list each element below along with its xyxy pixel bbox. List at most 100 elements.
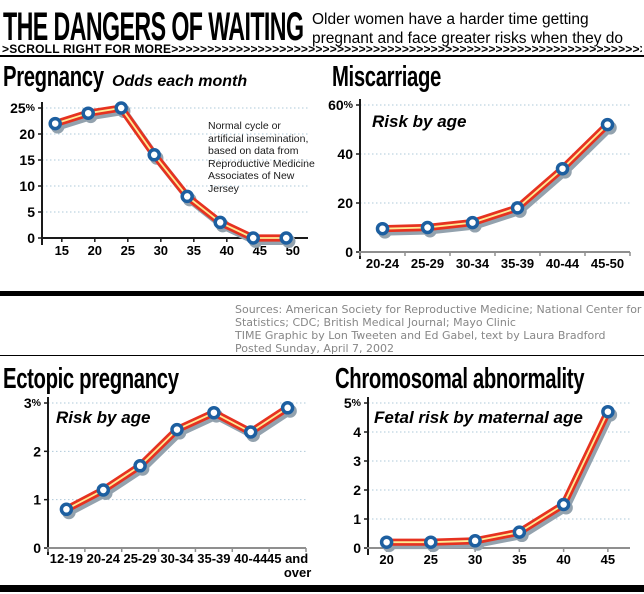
svg-text:30: 30: [468, 552, 482, 567]
sources-credit: Sources: American Society for Reproducti…: [235, 303, 642, 355]
svg-text:25%: 25%: [10, 100, 36, 116]
y-tick-labels: 0 20 40 60%: [328, 97, 354, 260]
miscarriage-plot: 0 20 40 60% 20-24 25-29 30-34 35-39 40-44 45-50: [328, 97, 631, 271]
data-point: [147, 148, 161, 162]
svg-text:15: 15: [55, 243, 69, 258]
svg-text:40: 40: [556, 552, 570, 567]
data-point: [96, 483, 111, 497]
svg-text:30-34: 30-34: [160, 551, 194, 566]
svg-text:4: 4: [353, 424, 361, 440]
risk-line: [378, 120, 612, 233]
svg-text:1: 1: [353, 511, 361, 527]
svg-text:20: 20: [337, 195, 353, 211]
svg-text:30-34: 30-34: [456, 256, 490, 271]
svg-text:30: 30: [154, 243, 168, 258]
chart-chromosomal-abnormality: 0 1 2 3 4 5% 20 25 30 35 40 45 Chromosomal abnormal…: [322, 360, 644, 585]
y-axis: [356, 99, 361, 259]
svg-text:20-24: 20-24: [366, 256, 400, 271]
data-point: [246, 231, 260, 245]
data-point: [180, 189, 194, 204]
pregnancy-annotation: Normal cycle or artificial insemination,…: [208, 120, 315, 195]
x-tick-labels: 15 20 25 30 35 40 45 50: [55, 243, 300, 258]
svg-text:0: 0: [27, 230, 35, 246]
svg-text:3%: 3%: [24, 395, 42, 411]
x-tick-labels: 12-19 20-24 25-29 30-34 35-39 40-44 45 and over: [50, 551, 312, 580]
svg-text:20-24: 20-24: [87, 551, 121, 566]
data-point: [420, 220, 435, 235]
chart-subtitle-ectopic: Risk by age: [56, 408, 151, 427]
svg-text:40-44: 40-44: [546, 256, 580, 271]
data-point: [213, 215, 227, 230]
line-shadow: [378, 121, 617, 239]
data-point-markers: [375, 117, 615, 236]
svg-text:60%: 60%: [328, 97, 354, 113]
svg-text:45-50: 45-50: [591, 256, 624, 271]
x-axis: [359, 251, 631, 256]
data-point: [243, 425, 258, 439]
section-divider-thin: [0, 355, 644, 356]
chart-title-chromosomal: Chromosomal abnormality: [335, 363, 585, 395]
svg-text:40: 40: [337, 146, 353, 162]
chart-subtitle-miscarriage: Risk by age: [372, 112, 467, 131]
risk-line-center: [381, 123, 609, 230]
line-shadow: [382, 408, 618, 553]
y-tick-labels: 0 5 10 15 20 25%: [10, 100, 36, 246]
ectopic-plot: 0 1 2 3% 12-19 20-24 25-29 30-34 35-39 40-44 45 an…: [24, 395, 312, 580]
scroll-right-label: >SCROLL RIGHT FOR MORE: [2, 42, 172, 55]
data-point: [207, 405, 221, 420]
data-point: [424, 535, 438, 549]
data-point-markers: [59, 401, 295, 517]
svg-text:15: 15: [19, 152, 35, 168]
data-point-markers: [48, 101, 293, 245]
data-point: [600, 117, 615, 132]
page-title: THE DANGERS OF WAITING: [3, 5, 304, 49]
svg-text:25-29: 25-29: [123, 551, 156, 566]
y-axis: [38, 102, 43, 245]
page-subtitle: Older women have a harder time getting p…: [312, 11, 624, 47]
svg-text:20: 20: [88, 243, 102, 258]
y-axis: [44, 397, 49, 555]
data-point: [510, 201, 525, 215]
chart-subtitle-chromosomal: Fetal risk by maternal age: [374, 408, 583, 427]
svg-text:25-29: 25-29: [411, 256, 444, 271]
x-tick-labels: 20-24 25-29 30-34 35-39 40-44 45-50: [366, 256, 624, 271]
chart-title-miscarriage: Miscarriage: [332, 61, 441, 93]
svg-text:40: 40: [220, 243, 234, 258]
data-point: [555, 161, 570, 176]
svg-text:2: 2: [33, 443, 41, 459]
data-point: [279, 231, 293, 245]
chart-pregnancy: 0 5 10 15 20 25% 15 20 25 30 35 40 45 50 Pregnancy Od…: [0, 60, 322, 292]
svg-text:45: 45: [601, 552, 615, 567]
svg-text:0: 0: [33, 540, 41, 556]
chart-title-ectopic: Ectopic pregnancy: [3, 363, 179, 395]
svg-text:10: 10: [19, 178, 35, 194]
data-point: [280, 401, 295, 415]
data-point: [512, 525, 527, 539]
svg-text:5: 5: [27, 204, 35, 220]
y-tick-labels: 0 1 2 3%: [24, 395, 42, 556]
data-point: [375, 221, 390, 236]
scroll-right-arrows-icon: >>>>>>>>>>>>>>>>>>>>>>>>>>>>>>>>>>>>>>>>…: [171, 42, 642, 55]
section-divider-thick: [0, 291, 644, 296]
risk-line-center: [385, 410, 609, 544]
chart-miscarriage: 0 20 40 60% 20-24 25-29 30-34 35-39 40-44 45-50 M…: [322, 60, 644, 292]
x-axis: [47, 547, 307, 552]
svg-text:35-39: 35-39: [197, 551, 230, 566]
data-point: [556, 497, 571, 512]
svg-text:2: 2: [353, 482, 361, 498]
chart-ectopic-pregnancy: 0 1 2 3% 12-19 20-24 25-29 30-34 35-39 40-44 45 an…: [0, 360, 322, 585]
data-point-markers: [379, 404, 615, 549]
y-tick-labels: 0 1 2 3 4 5%: [344, 395, 362, 556]
data-point: [81, 106, 95, 120]
data-point: [601, 404, 615, 419]
data-point: [379, 535, 394, 549]
data-point: [133, 459, 147, 473]
chart-subtitle-pregnancy: Odds each month: [112, 73, 248, 90]
svg-text:12-19: 12-19: [50, 551, 83, 566]
data-point: [48, 116, 62, 131]
scroll-right-strip: >SCROLL RIGHT FOR MORE>>>>>>>>>>>>>>>>>>…: [2, 42, 642, 55]
data-point: [468, 534, 482, 548]
data-point: [59, 502, 74, 517]
